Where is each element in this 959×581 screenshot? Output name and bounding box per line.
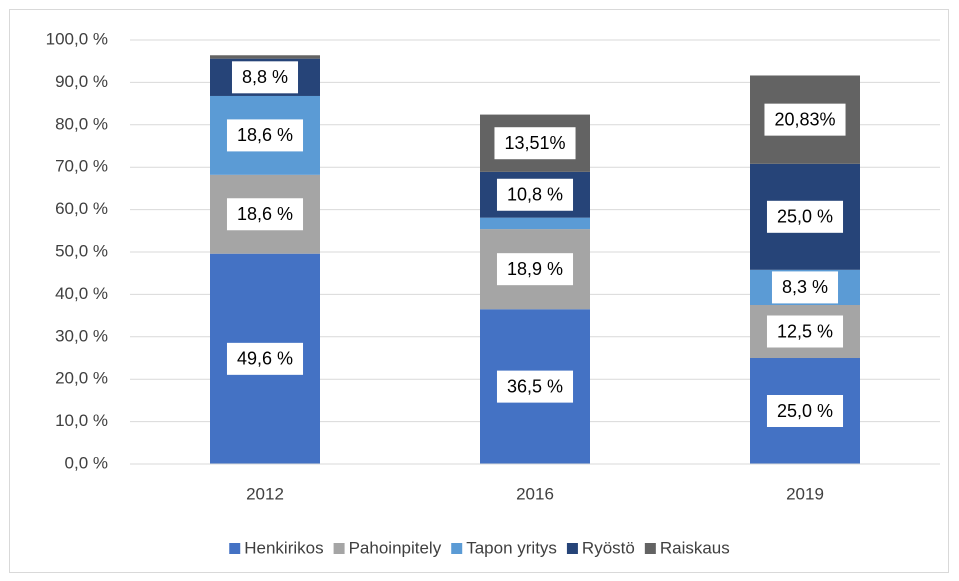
y-tick-label: 70,0 %	[55, 157, 108, 176]
data-label-box	[496, 178, 574, 211]
legend-label: Pahoinpitely	[349, 538, 442, 557]
data-label-box	[496, 370, 574, 403]
data-label: 49,6 %	[237, 349, 293, 369]
data-label-box	[764, 103, 846, 136]
y-tick-label: 30,0 %	[55, 326, 108, 345]
y-tick-label: 100,0 %	[46, 29, 108, 48]
y-tick-label: 40,0 %	[55, 284, 108, 303]
data-label-box	[766, 315, 844, 348]
x-tick-label: 2019	[786, 484, 824, 503]
legend-label: Ryöstö	[582, 538, 635, 557]
y-tick-label: 50,0 %	[55, 241, 108, 260]
data-label: 8,3 %	[782, 277, 828, 297]
data-label-box	[771, 271, 839, 304]
legend-swatch	[566, 543, 578, 554]
data-label-box	[496, 253, 574, 286]
legend-swatch	[229, 543, 241, 554]
data-label-box	[766, 200, 844, 233]
y-tick-label: 80,0 %	[55, 114, 108, 133]
data-label: 20,83%	[774, 109, 835, 129]
legend-swatch	[451, 543, 463, 554]
y-tick-label: 0,0 %	[65, 453, 108, 472]
data-label: 18,9 %	[507, 259, 563, 279]
y-tick-label: 10,0 %	[55, 411, 108, 430]
data-label-box	[494, 127, 576, 160]
data-label-box	[226, 342, 304, 375]
x-tick-label: 2012	[246, 484, 284, 503]
legend-swatch	[333, 543, 345, 554]
data-label: 13,51%	[504, 133, 565, 153]
data-label: 36,5 %	[507, 376, 563, 396]
data-label: 18,6 %	[237, 204, 293, 224]
y-tick-label: 90,0 %	[55, 72, 108, 91]
data-label: 25,0 %	[777, 207, 833, 227]
legend-label: Henkirikos	[244, 538, 323, 557]
x-tick-label: 2016	[516, 484, 554, 503]
y-tick-label: 20,0 %	[55, 369, 108, 388]
legend-label: Raiskaus	[660, 538, 730, 557]
data-label: 25,0 %	[777, 401, 833, 421]
data-label-box	[766, 395, 844, 427]
legend-label: Tapon yritys	[466, 538, 557, 557]
data-label: 12,5 %	[777, 321, 833, 341]
data-label: 18,6 %	[237, 125, 293, 145]
legend-swatch	[644, 543, 656, 554]
bar-segment	[210, 55, 320, 59]
bar-segment	[480, 217, 590, 230]
data-label-box	[231, 61, 299, 94]
data-label: 8,8 %	[242, 67, 288, 87]
data-label: 10,8 %	[507, 185, 563, 205]
data-label-box	[226, 119, 304, 152]
y-tick-label: 60,0 %	[55, 199, 108, 218]
data-label-box	[226, 198, 304, 231]
